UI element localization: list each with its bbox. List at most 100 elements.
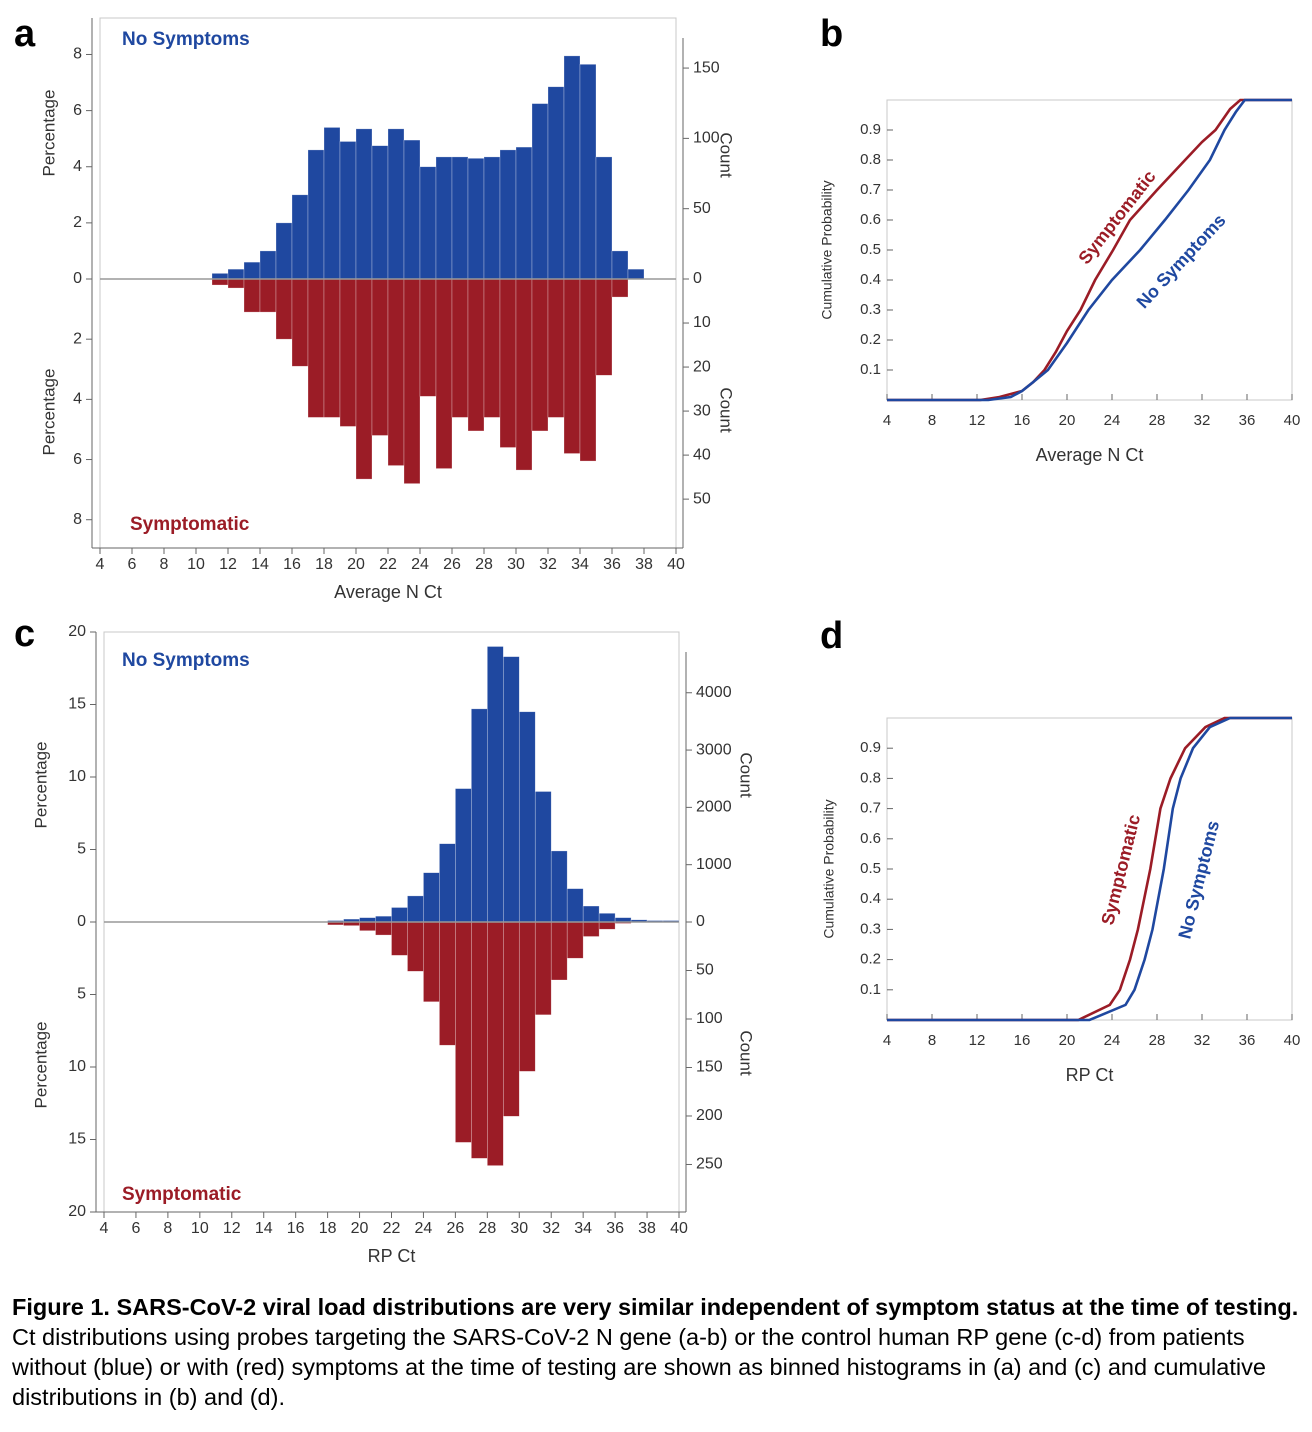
x-axis-label: Average N Ct bbox=[1036, 445, 1144, 465]
y-tick-label: 0.4 bbox=[860, 890, 881, 907]
plot-frame bbox=[886, 717, 1293, 1021]
bar bbox=[627, 268, 645, 280]
bar bbox=[503, 921, 520, 1117]
x-tick-label: 8 bbox=[928, 1032, 936, 1049]
bar bbox=[259, 278, 277, 313]
bar bbox=[391, 907, 408, 923]
y-tick-label: 0 bbox=[77, 913, 86, 930]
x-tick-label: 14 bbox=[255, 1220, 273, 1237]
bar bbox=[403, 278, 421, 484]
y2-tick-label: 2000 bbox=[696, 799, 732, 816]
y2-tick-label: 150 bbox=[693, 59, 720, 76]
y2-tick-label: 150 bbox=[696, 1059, 723, 1076]
bar bbox=[307, 278, 325, 418]
x-tick-label: 32 bbox=[539, 556, 557, 573]
bar bbox=[550, 921, 568, 981]
x-tick-label: 12 bbox=[969, 1032, 986, 1049]
y-tick-label: 0.1 bbox=[860, 361, 881, 378]
bar bbox=[307, 149, 325, 280]
cdf-line bbox=[887, 716, 1292, 1022]
x-tick-label: 36 bbox=[1239, 1032, 1256, 1049]
x-tick-label: 16 bbox=[1014, 412, 1031, 429]
x-tick-label: 4 bbox=[96, 556, 105, 573]
panel-label: a bbox=[14, 13, 36, 55]
bar bbox=[455, 921, 472, 1143]
bar bbox=[387, 278, 405, 466]
bar bbox=[455, 788, 472, 923]
y-axis-label: Percentage bbox=[39, 369, 58, 456]
y2-tick-label: 40 bbox=[693, 446, 711, 463]
y2-tick-label: 30 bbox=[693, 402, 711, 419]
x-tick-label: 24 bbox=[1104, 1032, 1121, 1049]
bar bbox=[499, 278, 517, 448]
bar bbox=[291, 278, 309, 367]
bar bbox=[483, 278, 501, 418]
x-tick-label: 38 bbox=[638, 1220, 656, 1237]
y2-tick-label: 10 bbox=[693, 314, 711, 331]
bar bbox=[467, 278, 485, 432]
x-tick-label: 16 bbox=[283, 556, 301, 573]
y2-tick-label: 20 bbox=[693, 358, 711, 375]
bar bbox=[355, 128, 373, 280]
bar bbox=[499, 149, 517, 280]
y2-tick-label: 250 bbox=[696, 1156, 723, 1173]
y-tick-label: 6 bbox=[73, 102, 82, 119]
x-tick-label: 30 bbox=[510, 1220, 528, 1237]
bar bbox=[407, 921, 424, 972]
x-tick-label: 32 bbox=[1194, 1032, 1211, 1049]
bar bbox=[291, 194, 309, 280]
y-tick-label: 0.5 bbox=[860, 241, 881, 258]
y-tick-label: 0.6 bbox=[860, 211, 881, 228]
bar bbox=[515, 278, 533, 471]
x-tick-label: 20 bbox=[1059, 1032, 1076, 1049]
caption: Figure 1. SARS-CoV-2 viral load distribu… bbox=[12, 1292, 1304, 1412]
caption-title: Figure 1. SARS-CoV-2 viral load distribu… bbox=[12, 1294, 1299, 1320]
bar bbox=[547, 86, 565, 280]
x-tick-label: 28 bbox=[475, 556, 493, 573]
x-tick-label: 40 bbox=[667, 556, 685, 573]
bar bbox=[275, 222, 293, 280]
x-tick-label: 14 bbox=[251, 556, 269, 573]
bar bbox=[518, 711, 536, 923]
y2-tick-label: 1000 bbox=[696, 856, 732, 873]
bar bbox=[595, 278, 613, 376]
x-tick-label: 12 bbox=[969, 412, 986, 429]
x-tick-label: 36 bbox=[606, 1220, 624, 1237]
y2-axis-label: Count bbox=[717, 132, 736, 178]
bar bbox=[515, 146, 533, 280]
x-tick-label: 28 bbox=[1149, 412, 1166, 429]
y-tick-label: 0.8 bbox=[860, 151, 881, 168]
bar bbox=[371, 278, 389, 436]
y2-tick-label: 3000 bbox=[696, 741, 732, 758]
y-tick-label: 0.4 bbox=[860, 271, 881, 288]
series-label: Symptomatic bbox=[1074, 167, 1159, 268]
bar bbox=[451, 278, 469, 418]
x-tick-label: 38 bbox=[635, 556, 653, 573]
x-tick-label: 24 bbox=[415, 1220, 433, 1237]
y-tick-label: 5 bbox=[77, 986, 86, 1003]
y2-tick-label: 0 bbox=[696, 913, 705, 930]
y-axis-label: Cumulative Probability bbox=[821, 799, 837, 938]
x-tick-label: 18 bbox=[319, 1220, 337, 1237]
bar bbox=[451, 156, 469, 280]
x-tick-label: 20 bbox=[1059, 412, 1076, 429]
bar bbox=[243, 278, 261, 313]
bar bbox=[323, 278, 341, 418]
bar bbox=[359, 921, 376, 931]
x-tick-label: 22 bbox=[383, 1220, 401, 1237]
bar bbox=[419, 166, 437, 280]
series-label: No Symptoms bbox=[1133, 210, 1230, 312]
bar bbox=[582, 921, 600, 937]
y-tick-label: 0.3 bbox=[860, 920, 881, 937]
bar bbox=[435, 278, 453, 469]
bar bbox=[598, 912, 616, 923]
bar bbox=[611, 278, 629, 298]
bar bbox=[275, 278, 293, 340]
y-tick-label: 2 bbox=[73, 214, 82, 231]
y2-tick-label: 50 bbox=[693, 490, 711, 507]
x-tick-label: 22 bbox=[379, 556, 397, 573]
bar bbox=[211, 278, 229, 286]
panel-label: c bbox=[14, 613, 35, 655]
bar bbox=[211, 273, 229, 280]
